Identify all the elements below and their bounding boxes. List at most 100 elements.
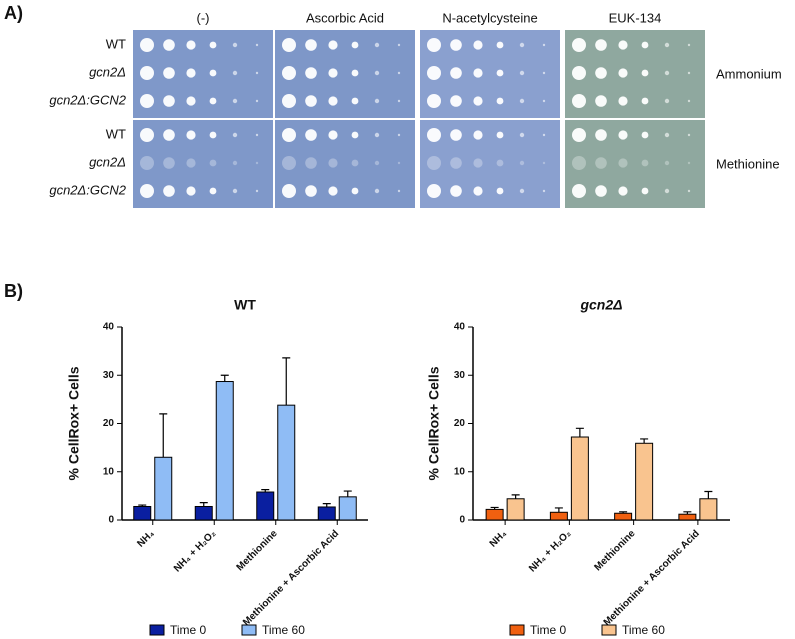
- colony-spot: [140, 38, 154, 52]
- colony-spot: [618, 96, 628, 106]
- colony-spot: [140, 184, 154, 198]
- bar: [256, 491, 275, 521]
- colony-spot: [255, 99, 259, 103]
- colony-spot: [427, 94, 441, 108]
- colony-spot: [519, 70, 525, 76]
- column-header: (-): [197, 10, 210, 25]
- colony-spot: [618, 130, 628, 140]
- colony-spot: [542, 99, 546, 103]
- colony-spot: [255, 71, 259, 75]
- colony-spot: [374, 188, 380, 194]
- colony-spot: [496, 187, 504, 195]
- colony-spot: [232, 70, 238, 76]
- colony-spot: [595, 129, 607, 141]
- strain-label: gcn2Δ: [89, 154, 126, 169]
- bar: [133, 505, 152, 521]
- legend-swatch: [601, 624, 617, 636]
- colony-spot: [397, 133, 401, 137]
- error-bar: [261, 489, 270, 493]
- colony-spot: [473, 158, 483, 168]
- colony-spot: [397, 189, 401, 193]
- colony-spot: [664, 160, 670, 166]
- y-tick-label: 10: [103, 466, 115, 477]
- colony-spot: [641, 41, 649, 49]
- colony-spot: [641, 131, 649, 139]
- colony-spot: [450, 39, 462, 51]
- x-tick-label: NH₄: [135, 528, 157, 550]
- colony-spot: [542, 71, 546, 75]
- colony-spot: [186, 130, 196, 140]
- colony-spot: [595, 157, 607, 169]
- y-tick-label: 10: [454, 466, 466, 477]
- colony-spot: [427, 184, 441, 198]
- colony-spot: [140, 94, 154, 108]
- bar: [699, 498, 718, 521]
- condition-label: Ammonium: [716, 66, 782, 81]
- error-bar: [159, 413, 168, 458]
- colony-spot: [351, 159, 359, 167]
- error-bar: [619, 511, 628, 514]
- bar: [338, 496, 357, 521]
- colony-spot: [209, 41, 217, 49]
- y-tick-label: 40: [103, 322, 115, 333]
- colony-spot: [595, 95, 607, 107]
- colony-spot: [450, 185, 462, 197]
- colony-spot: [664, 132, 670, 138]
- colony-spot: [232, 160, 238, 166]
- bar: [317, 506, 336, 521]
- error-bar: [683, 511, 692, 515]
- y-tick-label: 0: [459, 515, 465, 526]
- bar: [215, 381, 234, 521]
- legend-swatch: [149, 624, 165, 636]
- colony-spot: [542, 161, 546, 165]
- colony-spot: [374, 160, 380, 166]
- strain-label: WT: [106, 126, 126, 141]
- legend-label: Time 60: [622, 623, 665, 637]
- column-header: N-acetylcysteine: [442, 10, 537, 25]
- colony-spot: [351, 69, 359, 77]
- y-tick-label: 30: [103, 370, 115, 381]
- y-tick-label: 40: [454, 322, 466, 333]
- plate: [133, 120, 273, 208]
- colony-spot: [595, 185, 607, 197]
- colony-spot: [328, 68, 338, 78]
- colony-spot: [519, 188, 525, 194]
- colony-spot: [140, 156, 154, 170]
- error-bar: [575, 427, 584, 438]
- plate: [133, 30, 273, 118]
- bar: [549, 511, 568, 521]
- colony-spot: [664, 98, 670, 104]
- colony-spot: [595, 67, 607, 79]
- bar: [635, 442, 654, 521]
- colony-spot: [186, 68, 196, 78]
- colony-spot: [664, 188, 670, 194]
- colony-spot: [255, 133, 259, 137]
- colony-spot: [450, 67, 462, 79]
- colony-spot: [374, 132, 380, 138]
- colony-spot: [427, 128, 441, 142]
- colony-spot: [163, 95, 175, 107]
- panel-a-label: A): [4, 3, 23, 23]
- colony-spot: [282, 66, 296, 80]
- colony-spot: [374, 42, 380, 48]
- colony-spot: [687, 161, 691, 165]
- colony-spot: [641, 187, 649, 195]
- error-bar: [199, 502, 208, 507]
- colony-spot: [186, 186, 196, 196]
- plate: [275, 30, 415, 118]
- colony-spot: [572, 128, 586, 142]
- colony-spot: [140, 66, 154, 80]
- x-tick-label: NH₄ + H₂O₂: [527, 528, 573, 574]
- colony-spot: [542, 133, 546, 137]
- colony-spot: [496, 69, 504, 77]
- x-tick-label: Methionine: [235, 528, 280, 573]
- colony-spot: [687, 133, 691, 137]
- colony-spot: [542, 189, 546, 193]
- bar: [194, 505, 213, 521]
- colony-spot: [519, 160, 525, 166]
- colony-spot: [687, 189, 691, 193]
- colony-spot: [163, 157, 175, 169]
- colony-spot: [473, 96, 483, 106]
- colony-spot: [572, 38, 586, 52]
